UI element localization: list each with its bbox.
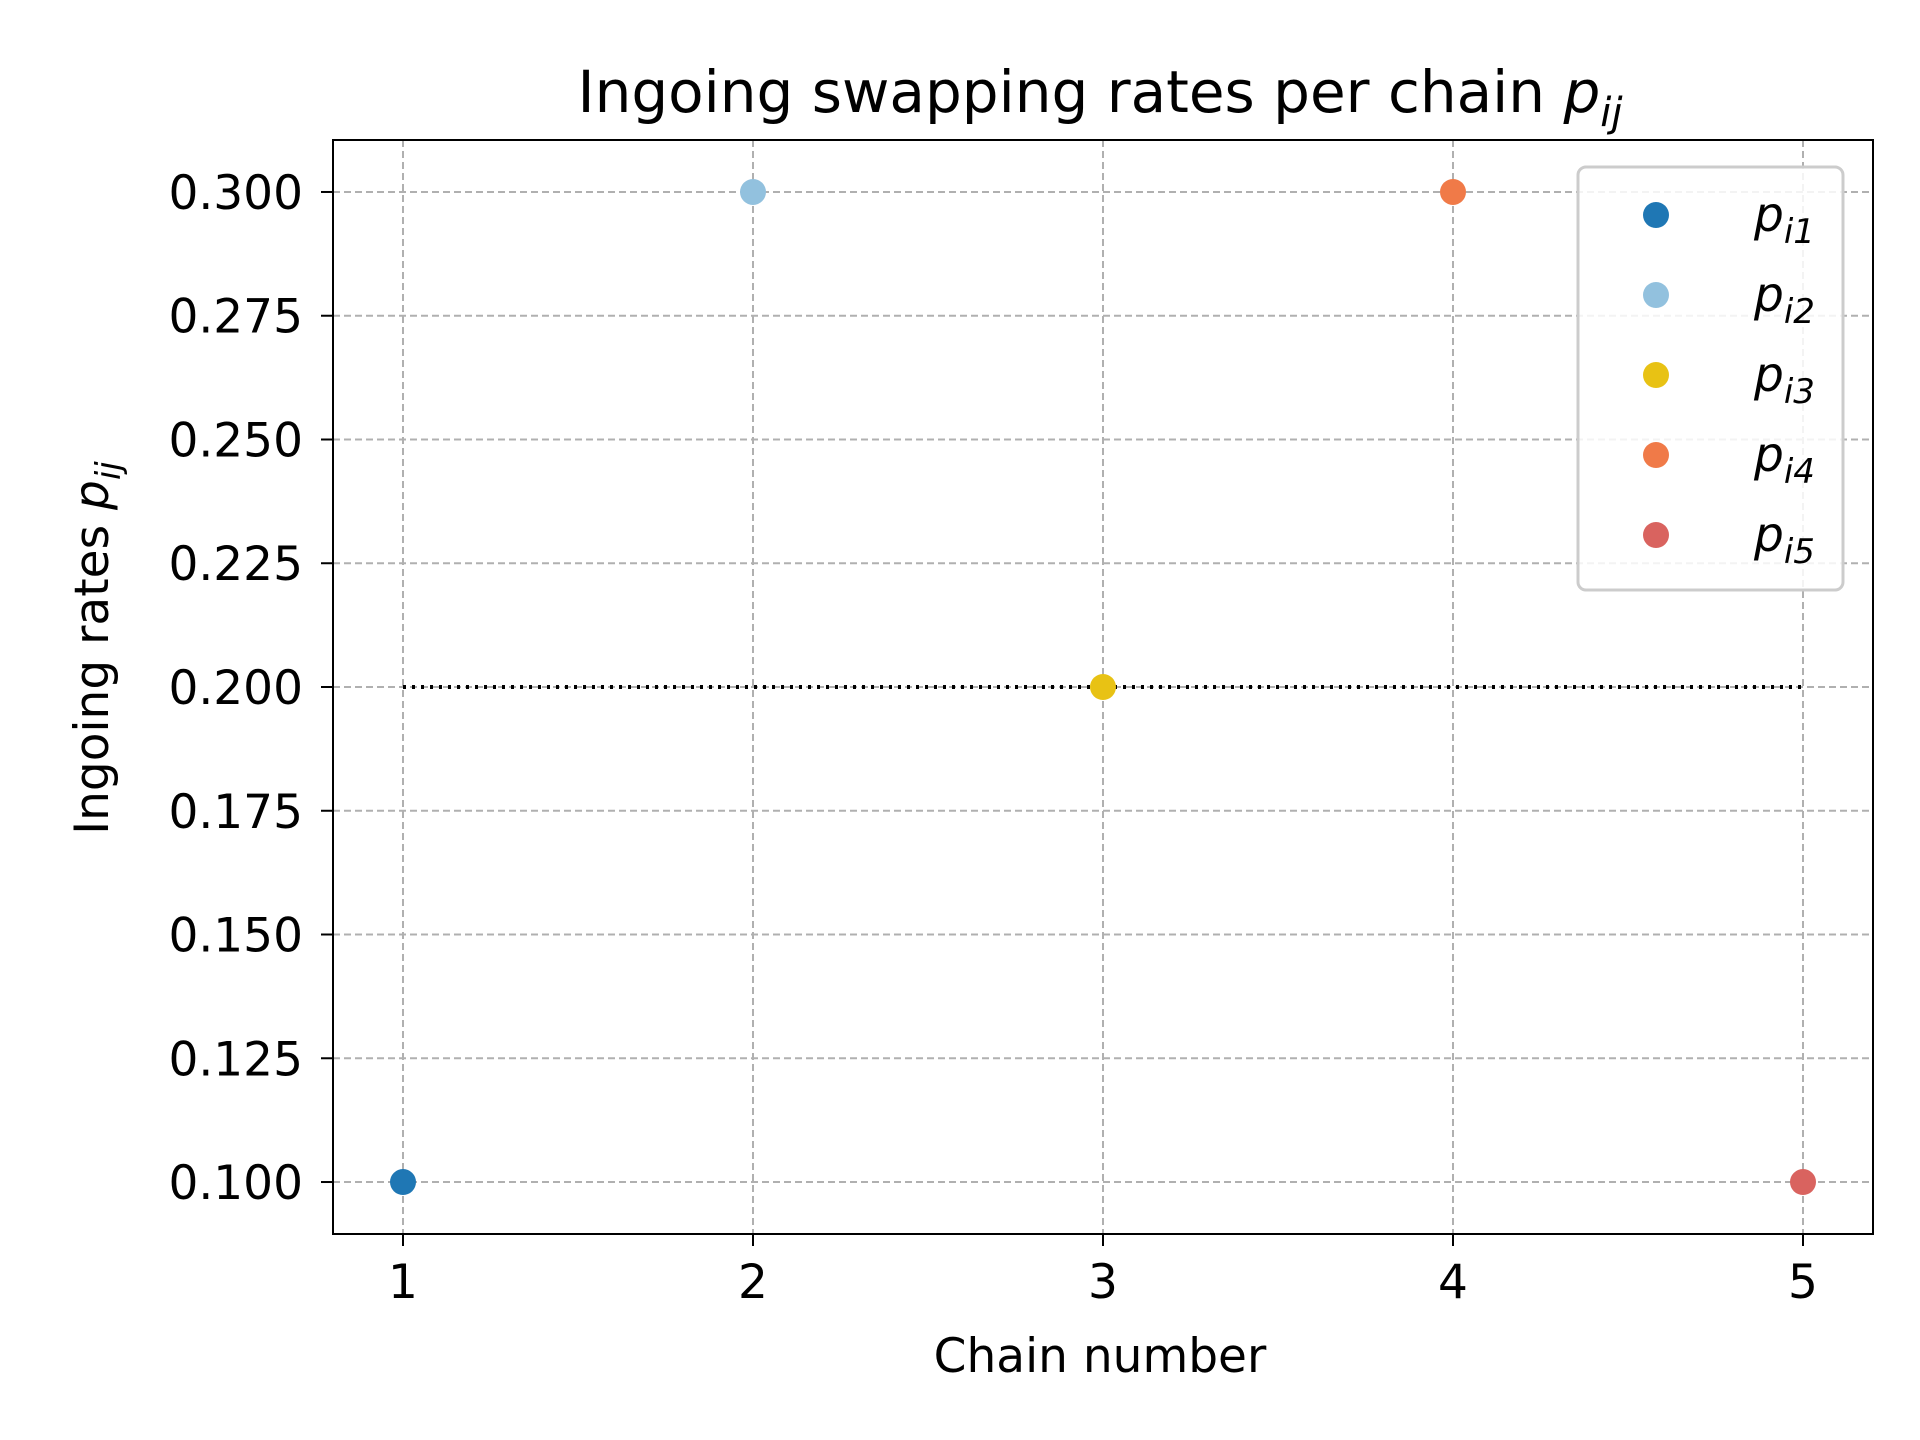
x-tick-label: 2: [738, 1255, 768, 1310]
data-point-i4: [1440, 178, 1466, 205]
y-tick-label: 0.250: [168, 413, 303, 468]
legend-label-i5: pi5: [1753, 508, 1815, 572]
legend-marker-i4: [1643, 442, 1669, 468]
x-axis-ticks: 1 2 3 4 5: [388, 1234, 1818, 1310]
legend-marker-i1: [1643, 202, 1669, 228]
y-axis-label: Ingoing rates pij: [65, 461, 129, 835]
y-tick-label: 0.100: [168, 1156, 303, 1211]
y-tick-label: 0.300: [168, 166, 303, 221]
y-tick-label: 0.225: [168, 537, 303, 592]
data-points: [390, 178, 1816, 1196]
y-tick-label: 0.175: [168, 785, 303, 840]
data-point-i1: [390, 1169, 416, 1196]
legend-marker-i5: [1643, 522, 1669, 548]
x-tick-label: 5: [1788, 1255, 1818, 1310]
y-axis-ticks: 0.100 0.125 0.150 0.175 0.200 0.225 0.250 0.275…: [168, 166, 333, 1211]
legend-label-i2: pi2: [1753, 268, 1815, 332]
y-tick-label: 0.125: [168, 1032, 303, 1087]
legend: pi1 pi2 pi3 pi4 pi5: [1576, 165, 1845, 592]
legend-box: [1576, 165, 1845, 592]
data-point-i3: [1090, 674, 1116, 700]
legend-label-i4: pi4: [1753, 428, 1815, 492]
legend-label-i3: pi3: [1753, 348, 1815, 412]
legend-label-i1: pi1: [1753, 188, 1815, 252]
y-tick-label: 0.275: [168, 290, 303, 345]
legend-marker-i3: [1643, 362, 1669, 388]
chart-title: Ingoing swapping rates per chain pij: [577, 58, 1623, 136]
x-tick-label: 1: [388, 1255, 418, 1310]
x-tick-label: 3: [1088, 1255, 1118, 1310]
x-tick-label: 4: [1438, 1255, 1468, 1310]
legend-marker-i2: [1643, 282, 1669, 308]
y-tick-label: 0.200: [168, 661, 303, 716]
data-point-i5: [1790, 1169, 1816, 1196]
data-point-i2: [740, 178, 766, 205]
y-tick-label: 0.150: [168, 909, 303, 964]
x-axis-label: Chain number: [934, 1329, 1267, 1384]
